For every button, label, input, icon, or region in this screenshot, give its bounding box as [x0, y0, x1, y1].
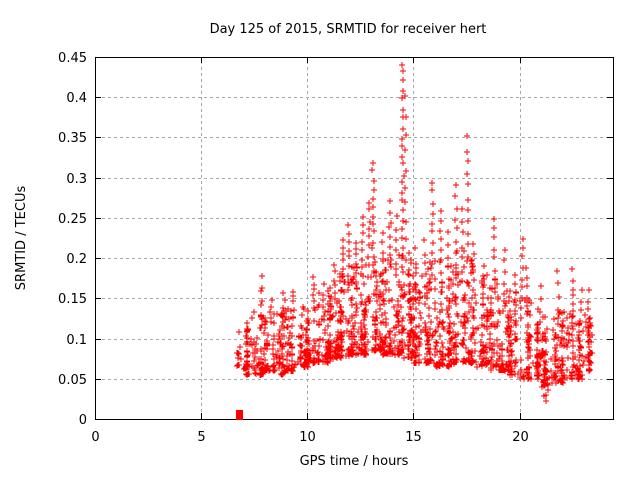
x-tick-label: 10: [299, 430, 316, 445]
x-tick-label: 0: [91, 430, 99, 445]
axis-ticks: [95, 57, 613, 420]
tick-labels: 0 5 10 15 20 0 0.05 0.1 0.15 0.2 0.25 0.3 0.35 0.4 0.4…: [58, 51, 529, 445]
x-tick-label: 15: [405, 430, 422, 445]
y-tick-label: 0.05: [58, 373, 87, 388]
x-tick-label: 20: [512, 430, 529, 445]
y-tick-label: 0.15: [58, 292, 87, 307]
y-tick-label: 0.3: [66, 172, 87, 187]
zero-value-marker: [236, 410, 243, 420]
y-tick-label: 0.45: [58, 51, 87, 66]
y-tick-label: 0.25: [58, 212, 87, 227]
grid-lines: [96, 58, 612, 418]
y-tick-label: 0.4: [66, 91, 87, 106]
data-points: [234, 62, 595, 420]
scatter-plus-markers: [234, 62, 595, 404]
y-tick-label: 0.2: [66, 252, 87, 267]
y-tick-label: 0.1: [66, 333, 87, 348]
chart-title: Day 125 of 2015, SRMTID for receiver her…: [210, 22, 487, 37]
plot-border: [95, 57, 614, 420]
x-tick-label: 5: [197, 430, 205, 445]
y-tick-label: 0: [79, 413, 87, 428]
y-axis-label: SRMTID / TECUs: [14, 186, 29, 291]
x-axis-label: GPS time / hours: [300, 454, 409, 469]
y-tick-label: 0.35: [58, 131, 87, 146]
